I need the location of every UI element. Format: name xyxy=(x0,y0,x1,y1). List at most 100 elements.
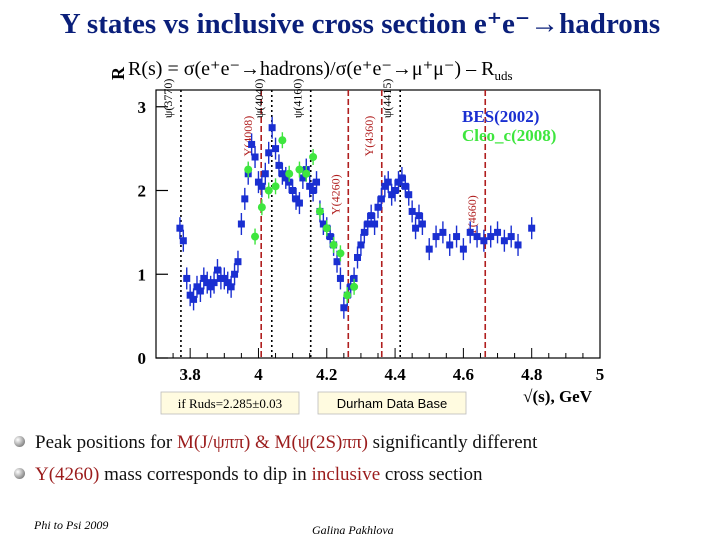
data-point xyxy=(439,228,447,236)
ruds-annotation-box xyxy=(160,391,300,415)
source-annotation-box xyxy=(317,391,467,415)
data-point xyxy=(343,291,352,300)
bullet-dot-icon xyxy=(14,436,25,448)
x-tick-label: 4.8 xyxy=(521,365,542,384)
data-point xyxy=(251,153,259,161)
data-point xyxy=(289,187,297,194)
data-point xyxy=(466,228,474,236)
data-point xyxy=(405,191,413,199)
data-point xyxy=(391,187,399,194)
footer-left: Phi to Psi 2009 xyxy=(34,518,109,532)
resonance-label: Y(4260) xyxy=(328,174,342,215)
bullet-2: Y(4260) mass corresponds to dip in inclu… xyxy=(14,464,483,486)
chart-subtitle-main: R(s) = σ(e⁺e⁻→hadrons)/σ(e⁺e⁻→μ⁺μ⁻) – R xyxy=(128,58,495,80)
y-tick-label: 3 xyxy=(138,98,147,117)
data-point xyxy=(268,124,276,132)
data-point xyxy=(446,241,454,249)
data-point xyxy=(377,195,385,203)
bullet-2-highlight-2: inclusive xyxy=(311,464,381,485)
x-tick-label: 4.4 xyxy=(384,365,406,384)
resonance-label: ψ(4415) xyxy=(380,79,394,119)
x-tick-label: 3.8 xyxy=(180,365,201,384)
data-point xyxy=(200,274,208,282)
slide-title: Y states vs inclusive cross section e⁺e⁻… xyxy=(59,8,661,40)
data-point xyxy=(408,207,416,215)
bullet-2-text-a: mass corresponds to dip in xyxy=(99,464,312,485)
data-point xyxy=(329,240,338,249)
data-point xyxy=(224,279,232,287)
data-point xyxy=(500,237,508,245)
data-point xyxy=(371,220,379,228)
data-point xyxy=(285,169,294,178)
data-point xyxy=(394,178,402,186)
data-point xyxy=(271,182,280,191)
data-point xyxy=(364,220,372,228)
data-point xyxy=(425,245,433,253)
series-bes xyxy=(176,116,536,319)
data-point xyxy=(507,233,515,241)
data-point xyxy=(374,203,382,211)
chart-subtitle: R(s) = σ(e⁺e⁻→hadrons)/σ(e⁺e⁻→μ⁺μ⁻) – Ru… xyxy=(128,56,513,84)
data-point xyxy=(322,224,331,233)
data-point xyxy=(257,203,266,212)
resonance-label: ψ(3770) xyxy=(161,79,175,119)
x-tick-label: 4 xyxy=(254,365,263,384)
data-point xyxy=(381,182,389,190)
data-point xyxy=(313,178,321,186)
bullet-2-text-b: cross section xyxy=(380,464,483,485)
data-point xyxy=(265,149,273,157)
data-point xyxy=(237,220,245,228)
data-point xyxy=(254,178,262,186)
legend-entry: BES(2002) xyxy=(462,107,539,126)
x-tick-label: 4.2 xyxy=(316,365,337,384)
data-point xyxy=(275,161,283,169)
data-point xyxy=(388,191,396,199)
data-point xyxy=(244,165,253,174)
data-point xyxy=(207,283,215,291)
data-point xyxy=(196,287,204,295)
source-annotation: Durham Data Base xyxy=(337,396,448,411)
data-point xyxy=(398,174,406,182)
data-point xyxy=(336,249,345,258)
data-point xyxy=(264,186,273,195)
data-point xyxy=(326,233,334,241)
data-point xyxy=(350,274,358,282)
data-point xyxy=(306,182,314,190)
footer-center: Galina Pakhlova xyxy=(312,523,394,537)
data-point xyxy=(340,304,348,312)
data-point xyxy=(418,220,426,228)
data-point xyxy=(350,282,359,291)
data-point xyxy=(487,233,495,241)
data-point xyxy=(261,170,269,178)
data-point xyxy=(176,224,184,232)
data-point xyxy=(295,165,304,174)
data-point xyxy=(309,153,318,161)
data-point xyxy=(231,270,239,278)
ruds-annotation: if Ruds=2.285±0.03 xyxy=(178,396,282,411)
data-point xyxy=(203,279,211,287)
resonance-label: Y(4008) xyxy=(241,116,255,157)
y-tick-label: 0 xyxy=(138,349,147,368)
data-point xyxy=(432,233,440,241)
data-point xyxy=(367,212,375,220)
data-point xyxy=(459,245,467,253)
legend-entry: Cleo_c(2008) xyxy=(462,126,556,145)
data-point xyxy=(190,295,198,303)
data-point xyxy=(193,283,201,291)
data-point xyxy=(251,232,260,241)
data-point xyxy=(282,174,290,182)
data-point xyxy=(285,178,293,186)
bullet-1: Peak positions for M(J/ψππ) & M(ψ(2S)ππ)… xyxy=(14,432,537,454)
y-tick-label: 1 xyxy=(138,265,147,284)
data-point xyxy=(384,178,392,186)
data-point xyxy=(210,279,218,287)
resonance-label: ψ(4160) xyxy=(291,79,305,119)
bullet-1-text-b: significantly different xyxy=(367,432,538,453)
data-point xyxy=(415,212,423,220)
x-axis-label: √(s), GeV xyxy=(523,387,593,406)
data-point xyxy=(354,254,362,261)
data-point xyxy=(528,224,536,232)
data-point xyxy=(453,233,461,241)
data-point xyxy=(234,258,242,266)
bullet-dot-icon xyxy=(14,468,25,480)
